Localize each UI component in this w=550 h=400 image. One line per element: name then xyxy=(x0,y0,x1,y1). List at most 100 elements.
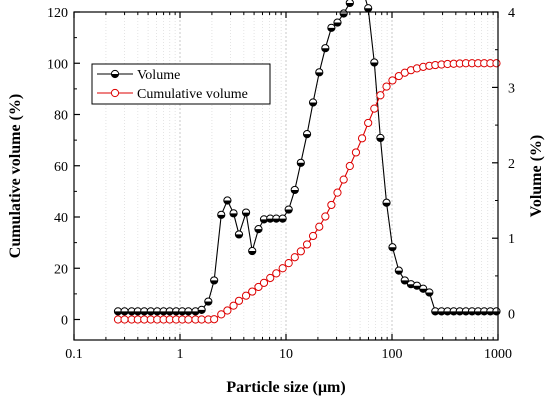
cumulative-volume-point xyxy=(184,315,193,324)
volume-point-fill xyxy=(370,62,378,67)
volume-point-fill xyxy=(204,301,212,306)
cumulative-volume-point xyxy=(351,148,361,157)
cumulative-volume-point xyxy=(388,76,397,85)
cumulative-volume-point xyxy=(370,104,379,113)
legend: Volume Cumulative volume xyxy=(91,63,271,105)
volume-point-fill xyxy=(198,309,206,314)
volume-point-fill xyxy=(260,219,268,223)
volume-point-fill xyxy=(303,134,311,138)
cumulative-volume-point xyxy=(266,273,275,283)
volume-point-fill xyxy=(401,280,409,285)
volume-point-fill xyxy=(235,234,243,239)
volume-point-fill xyxy=(153,311,161,315)
legend-marker-volume-half xyxy=(111,74,119,78)
x-axis-title: Particle size (µm) xyxy=(226,379,345,396)
cumulative-volume-point xyxy=(302,240,312,249)
cumulative-volume-point xyxy=(278,264,287,273)
volume-point-fill xyxy=(159,311,168,315)
right-y-tick-label: 2 xyxy=(508,157,515,172)
right-y-tick-label: 0 xyxy=(508,308,515,323)
grid-lines xyxy=(105,12,494,340)
legend-label-volume: Volume xyxy=(137,68,180,83)
volume-point-fill xyxy=(443,311,452,315)
legend-marker-cumulative xyxy=(110,88,120,98)
volume-point-fill xyxy=(217,214,225,219)
cumulative-volume-point xyxy=(197,315,206,324)
volume-point-fill xyxy=(450,311,458,315)
volume-point-fill xyxy=(340,13,348,18)
x-tick-label: 100 xyxy=(382,347,403,362)
volume-point-fill xyxy=(210,280,218,285)
volume-point-fill xyxy=(364,8,372,12)
cumulative-volume-point xyxy=(376,91,385,100)
cumulative-volume-point xyxy=(248,287,257,296)
volume-point-fill xyxy=(297,162,305,167)
cumulative-volume-point xyxy=(284,259,293,268)
cumulative-volume-point xyxy=(259,278,269,287)
left-y-tick-label: 80 xyxy=(54,109,68,124)
cumulative-volume-point xyxy=(210,315,219,324)
right-y-tick-label: 4 xyxy=(508,6,515,21)
volume-point-fill xyxy=(114,311,122,315)
volume-point-fill xyxy=(382,202,391,207)
volume-point-fill xyxy=(172,311,180,315)
volume-point-fill xyxy=(134,311,142,315)
volume-point-fill xyxy=(140,311,148,315)
volume-point-fill xyxy=(419,288,427,293)
left-y-tick-label: 60 xyxy=(54,160,68,175)
cumulative-volume-point xyxy=(120,315,129,324)
cumulative-volume-point xyxy=(357,134,367,143)
volume-point-fill xyxy=(431,311,439,315)
volume-point-fill xyxy=(437,311,446,315)
volume-point-fill xyxy=(242,212,250,217)
left-y-tick-label: 120 xyxy=(47,6,68,21)
volume-point-fill xyxy=(468,311,476,315)
axes-layer: 0.1 1 10 100 1000 0 20 40 60 80 100 120 0 1 2 3 4 xyxy=(47,6,515,362)
cumulative-volume-point xyxy=(272,269,281,278)
volume-point-fill xyxy=(229,213,238,217)
volume-point-fill xyxy=(333,22,342,27)
volume-point-fill xyxy=(395,270,403,275)
cumulative-volume-point xyxy=(345,161,354,171)
cumulative-volume-point xyxy=(217,310,226,319)
cumulative-volume-point xyxy=(290,253,299,262)
volume-point-fill xyxy=(321,48,329,52)
volume-point-fill xyxy=(407,284,415,288)
volume-point-fill xyxy=(315,72,323,76)
right-y-tick-label: 3 xyxy=(508,81,515,96)
volume-point-fill xyxy=(147,311,155,315)
legend-box xyxy=(91,63,271,105)
volume-point-fill xyxy=(309,102,317,107)
volume-point-fill xyxy=(223,200,231,205)
cumulative-volume-point xyxy=(308,231,318,241)
volume-point-fill xyxy=(285,209,293,214)
volume-point-fill xyxy=(191,311,200,315)
volume-point-fill xyxy=(474,311,482,315)
cumulative-volume-point xyxy=(339,175,348,184)
volume-point-fill xyxy=(480,311,488,315)
volume-point-fill xyxy=(178,311,186,315)
volume-point-fill xyxy=(272,218,280,223)
cumulative-volume-point xyxy=(315,222,324,231)
right-y-tick-label: 1 xyxy=(508,232,515,247)
volume-point-fill xyxy=(128,311,136,315)
x-tick-label: 1000 xyxy=(484,347,512,362)
cumulative-volume-point xyxy=(234,296,244,305)
x-tick-label: 1 xyxy=(177,347,184,362)
volume-point-fill xyxy=(425,292,433,297)
volume-point-fill xyxy=(456,311,464,315)
volume-point-fill xyxy=(248,251,256,255)
series-layer xyxy=(113,0,501,324)
volume-point-fill xyxy=(266,218,274,223)
cumulative-volume-point xyxy=(321,212,330,221)
volume-point-fill xyxy=(327,27,335,32)
volume-point-fill xyxy=(291,189,299,194)
cumulative-volume-point xyxy=(333,188,342,197)
cumulative-volume-point xyxy=(229,301,238,310)
volume-point-fill xyxy=(388,247,397,251)
volume-point-fill xyxy=(413,285,421,290)
volume-point-fill xyxy=(376,137,384,142)
volume-point-fill xyxy=(346,2,354,7)
cumulative-volume-point xyxy=(296,247,305,256)
